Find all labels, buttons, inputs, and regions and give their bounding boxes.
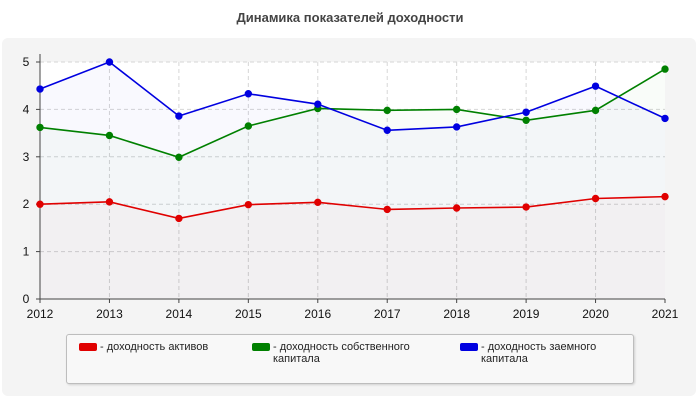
- data-point-1: [661, 192, 669, 201]
- plot-background: [40, 62, 665, 299]
- data-point-3: [522, 108, 530, 116]
- x-tick-label: 2020: [582, 307, 609, 321]
- data-point-1: [314, 198, 322, 207]
- x-tick-label: 2012: [27, 307, 54, 321]
- data-point-2: [105, 131, 114, 140]
- legend-swatch-debt: [460, 343, 478, 351]
- data-point-3: [314, 100, 322, 108]
- y-tick-label: 2: [23, 197, 30, 211]
- x-tick-label: 2013: [96, 307, 123, 321]
- chart-title: Динамика показателей доходности: [236, 10, 464, 25]
- data-point-3: [383, 126, 391, 134]
- data-point-1: [244, 200, 253, 209]
- y-tick-label: 5: [23, 55, 30, 69]
- legend-label-assets: - доходность активов: [100, 341, 209, 353]
- x-tick-label: 2015: [235, 307, 262, 321]
- data-point-1: [591, 194, 600, 203]
- y-tick-label: 3: [23, 150, 30, 164]
- data-point-1: [522, 203, 530, 211]
- data-point-3: [105, 58, 114, 66]
- series-line-3: [39, 61, 666, 132]
- data-point-2: [661, 65, 669, 73]
- data-point-3: [661, 114, 669, 123]
- y-tick-label: 0: [23, 292, 30, 306]
- data-point-3: [244, 90, 253, 98]
- data-point-3: [452, 123, 461, 131]
- data-point-3: [591, 82, 600, 90]
- data-point-2: [383, 106, 391, 115]
- data-point-2: [36, 123, 44, 132]
- data-point-3: [36, 85, 44, 93]
- data-point-3: [175, 112, 183, 120]
- x-tick-label: 2017: [374, 307, 401, 321]
- data-point-2: [522, 116, 530, 125]
- data-point-1: [383, 205, 391, 214]
- data-point-2: [591, 106, 600, 115]
- x-tick-label: 2014: [166, 307, 193, 321]
- y-tick-label: 4: [23, 102, 30, 116]
- plot-area: 0 1 2 3 4 5 2012 2013 2014 2015 2016 2017 2018 2019 20…: [23, 54, 679, 321]
- x-tick-label: 2021: [652, 307, 679, 321]
- series-line-2: [39, 68, 666, 159]
- data-point-1: [452, 204, 461, 212]
- data-point-1: [105, 198, 114, 206]
- legend-label-debt: - доходность заемного капитала: [481, 341, 597, 365]
- data-point-2: [452, 105, 461, 114]
- x-tick-label: 2019: [513, 307, 540, 321]
- legend: - доходность активов - доходность собств…: [66, 334, 634, 384]
- x-tick-label: 2018: [443, 307, 470, 321]
- data-point-2: [175, 153, 183, 161]
- x-tick-label: 2016: [304, 307, 331, 321]
- data-point-2: [244, 122, 253, 130]
- y-tick-label: 1: [23, 245, 30, 259]
- legend-swatch-equity: [252, 343, 270, 351]
- series-line-1: [39, 195, 666, 220]
- legend-swatch-assets: [79, 343, 97, 351]
- data-point-1: [175, 214, 183, 223]
- legend-label-equity: - доходность собственного капитала: [273, 341, 410, 365]
- data-point-1: [36, 200, 44, 208]
